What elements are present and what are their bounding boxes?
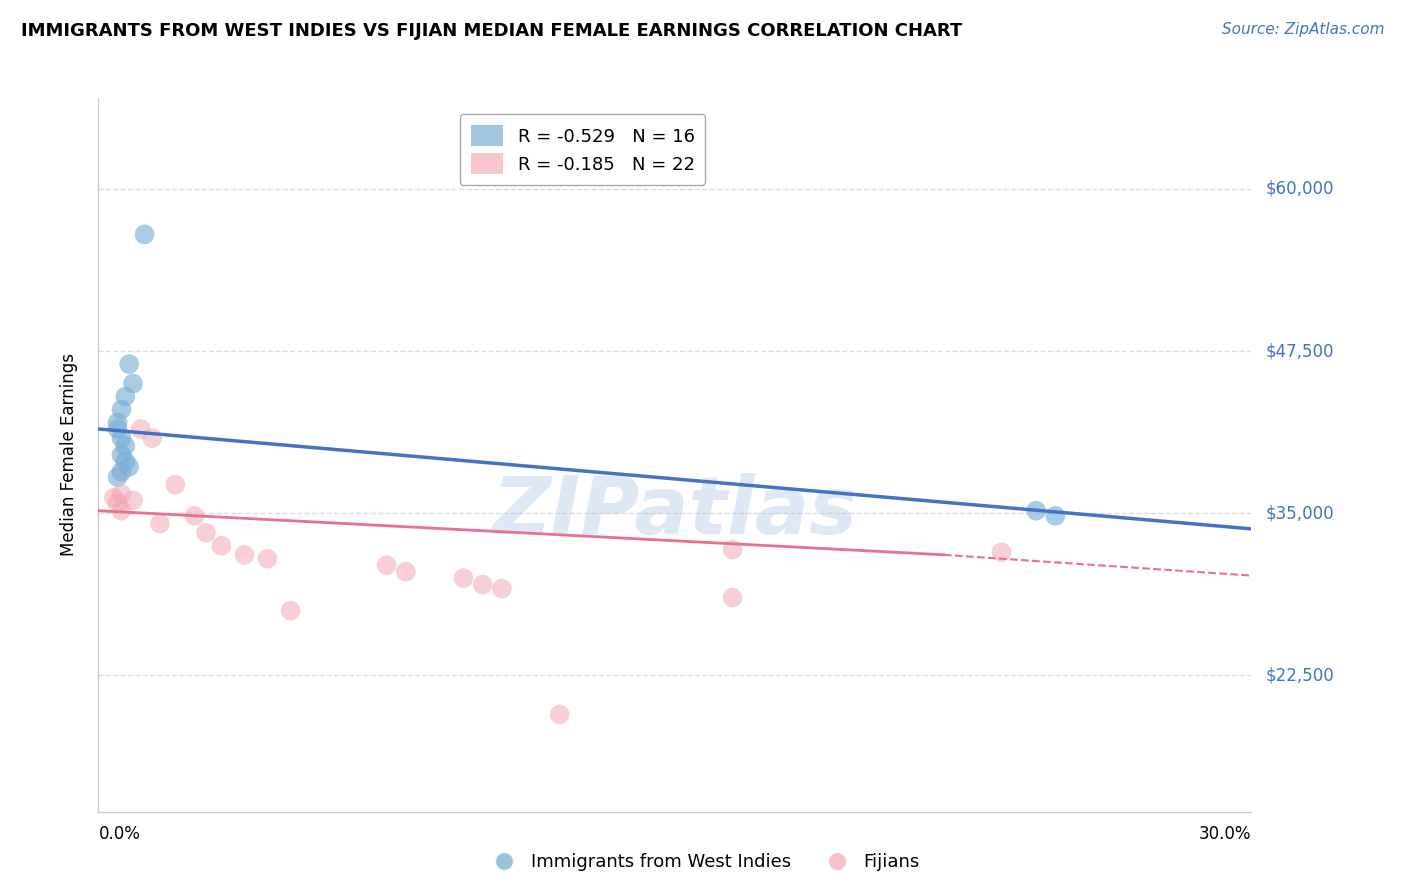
Point: [118, 459, 141, 474]
Point: [114, 390, 136, 404]
Point: [165, 477, 187, 491]
Point: [110, 448, 132, 462]
Point: [471, 577, 494, 591]
Point: [110, 465, 132, 479]
Point: [1045, 508, 1067, 523]
Point: [548, 707, 571, 722]
Text: $22,500: $22,500: [1265, 666, 1334, 684]
Point: [209, 539, 232, 553]
Point: [107, 496, 129, 510]
Legend: R = -0.529   N = 16, R = -0.185   N = 22: R = -0.529 N = 16, R = -0.185 N = 22: [460, 114, 706, 185]
Point: [118, 357, 141, 371]
Text: ZIPatlas: ZIPatlas: [492, 473, 858, 551]
Point: [395, 565, 418, 579]
Point: [195, 525, 218, 540]
Point: [990, 545, 1012, 559]
Point: [183, 508, 205, 523]
Point: [129, 422, 152, 436]
Point: [453, 571, 475, 585]
Point: [122, 493, 145, 508]
Text: $47,500: $47,500: [1265, 343, 1334, 360]
Y-axis label: Median Female Earnings: Median Female Earnings: [59, 353, 77, 557]
Point: [256, 551, 278, 566]
Text: $35,000: $35,000: [1265, 504, 1334, 523]
Point: [103, 491, 125, 505]
Point: [110, 431, 132, 445]
Point: [107, 416, 129, 430]
Point: [122, 376, 145, 391]
Text: IMMIGRANTS FROM WEST INDIES VS FIJIAN MEDIAN FEMALE EARNINGS CORRELATION CHART: IMMIGRANTS FROM WEST INDIES VS FIJIAN ME…: [21, 22, 962, 40]
Point: [149, 516, 172, 531]
Point: [114, 454, 136, 468]
Text: 30.0%: 30.0%: [1199, 825, 1251, 843]
Text: $60,000: $60,000: [1265, 180, 1334, 198]
Point: [107, 422, 129, 436]
Point: [110, 402, 132, 417]
Point: [110, 504, 132, 518]
Legend: Immigrants from West Indies, Fijians: Immigrants from West Indies, Fijians: [479, 847, 927, 879]
Point: [280, 604, 302, 618]
Point: [1025, 504, 1047, 518]
Point: [110, 487, 132, 501]
Point: [134, 227, 156, 242]
Point: [491, 582, 513, 596]
Point: [107, 470, 129, 484]
Point: [114, 439, 136, 453]
Point: [233, 548, 256, 562]
Point: [721, 542, 744, 557]
Text: 0.0%: 0.0%: [98, 825, 141, 843]
Point: [721, 591, 744, 605]
Text: Source: ZipAtlas.com: Source: ZipAtlas.com: [1222, 22, 1385, 37]
Point: [141, 431, 163, 445]
Point: [375, 558, 398, 573]
